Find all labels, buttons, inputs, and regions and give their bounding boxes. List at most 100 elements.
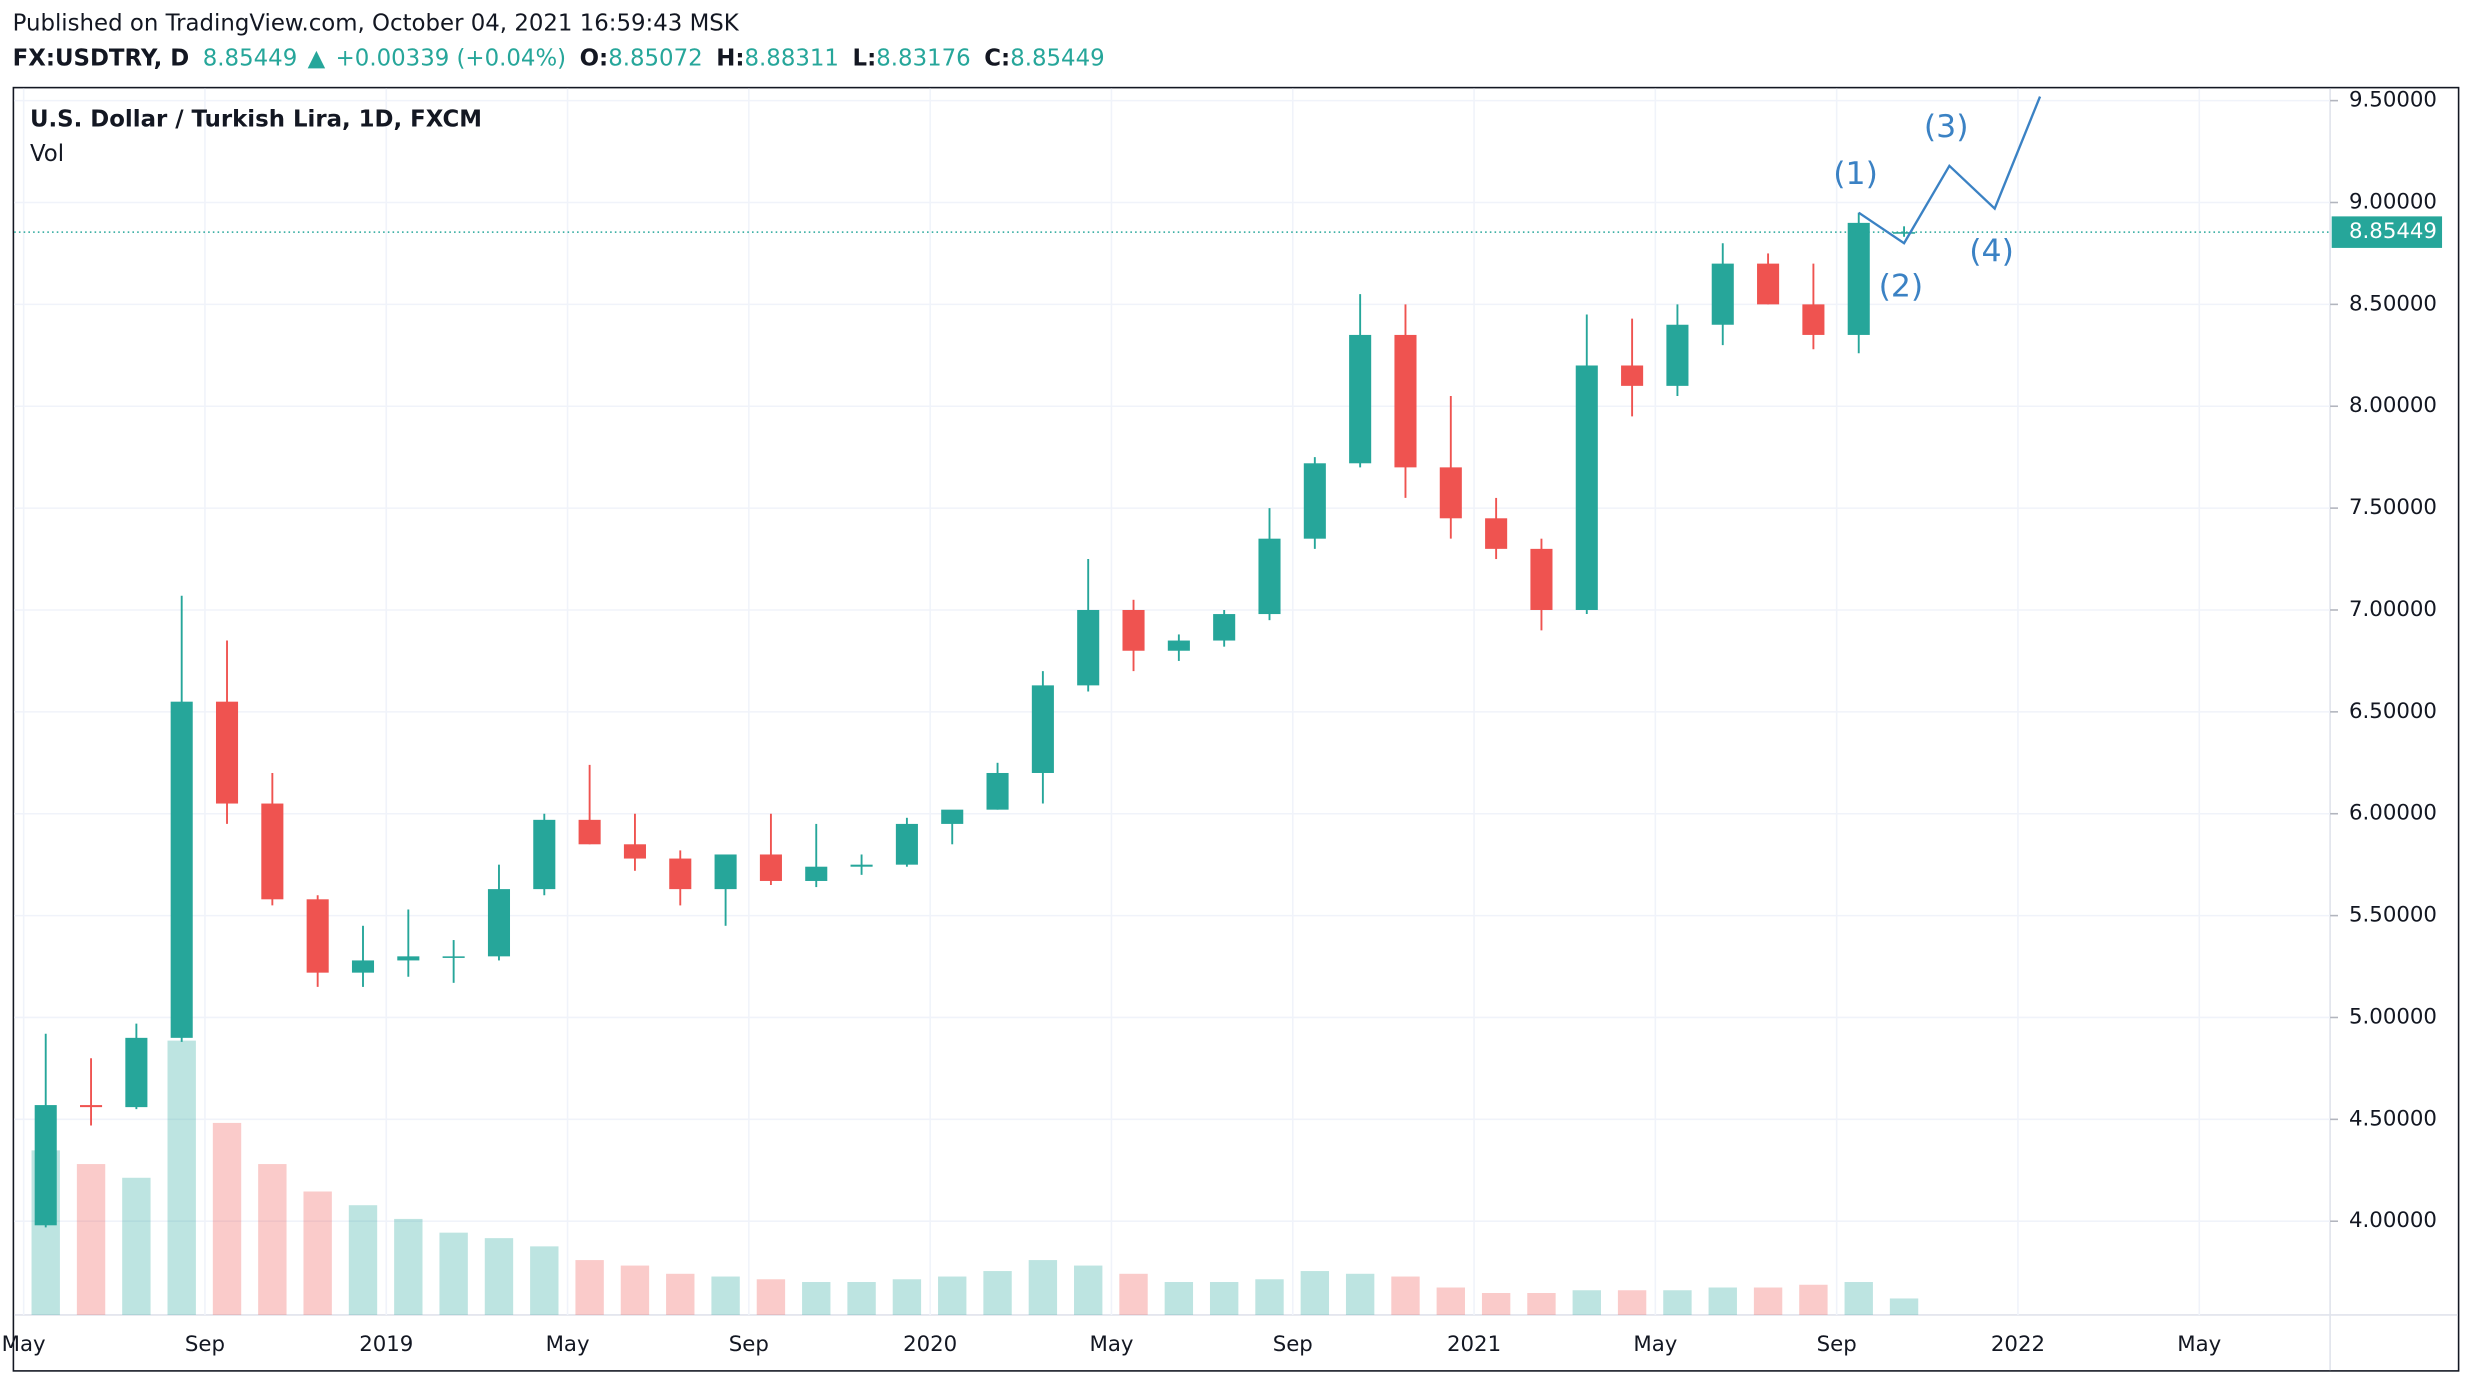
candle-body [1575, 365, 1598, 610]
candle-body [1893, 232, 1916, 234]
candle-body [986, 772, 1009, 810]
volume-bar [802, 1282, 831, 1315]
volume-bar [1391, 1276, 1420, 1315]
volume-bar [212, 1122, 242, 1315]
volume-bar [484, 1238, 514, 1315]
volume-bar [1663, 1290, 1692, 1315]
candle-body [351, 960, 375, 973]
x-tick-label: Sep [729, 1332, 769, 1357]
volume-bar [530, 1246, 559, 1315]
change: +0.00339 (+0.04%) [336, 45, 566, 71]
last-price-box [2331, 216, 2443, 248]
wave-label: (1) [1833, 156, 1878, 192]
volume-bar [711, 1276, 740, 1315]
y-tick-label: 4.00000 [2349, 1208, 2437, 1233]
candle-body [1621, 365, 1644, 386]
candle-body [1394, 334, 1417, 468]
x-tick-label: May [1633, 1332, 1677, 1357]
y-tick-label: 5.50000 [2349, 903, 2437, 928]
x-tick-label: May [1089, 1332, 1133, 1357]
volume-bar [258, 1164, 287, 1315]
volume-bar [666, 1273, 695, 1315]
candle-body [487, 889, 511, 957]
y-tick-label: 9.00000 [2349, 189, 2437, 214]
high-value: 8.88311 [745, 45, 839, 71]
volume-bar [1617, 1290, 1647, 1315]
candle-layer [34, 212, 1916, 1228]
volume-bar [167, 1040, 196, 1315]
volume-bar [1119, 1273, 1148, 1315]
volume-bar [1436, 1287, 1465, 1315]
last-price-label: 8.85449 [2349, 219, 2437, 244]
x-tick-label: 2021 [1447, 1332, 1501, 1357]
x-tick-label: 2022 [1991, 1332, 2045, 1357]
candle-body [533, 819, 556, 890]
candle-body [1077, 609, 1100, 686]
volume-bar [620, 1265, 650, 1315]
open-label: O: [580, 45, 609, 71]
wave-label: (2) [1879, 268, 1924, 304]
low-value: 8.83176 [876, 45, 970, 71]
volume-legend: Vol [30, 141, 64, 167]
candle-body [1213, 614, 1236, 641]
candle-body [1349, 334, 1372, 464]
candle-body [941, 809, 964, 824]
y-tick-label: 8.00000 [2349, 393, 2437, 418]
volume-bar [1028, 1260, 1058, 1315]
candle-body [578, 819, 601, 845]
up-arrow: ▲ [308, 45, 326, 71]
y-tick-label: 5.00000 [2349, 1004, 2437, 1029]
y-tick-label: 4.50000 [2349, 1106, 2437, 1131]
volume-bar [1255, 1279, 1284, 1315]
open-value: 8.85072 [608, 45, 702, 71]
candle-body [1711, 263, 1734, 325]
candle-body [1530, 548, 1553, 610]
volume-bar [122, 1177, 151, 1315]
volume-bar [575, 1260, 604, 1315]
y-tick-label: 9.50000 [2349, 88, 2437, 113]
volume-bar [394, 1218, 423, 1315]
volume-bar [1844, 1282, 1873, 1315]
candle-body [1802, 304, 1825, 335]
candle-body [1485, 518, 1508, 549]
wave-label: (3) [1924, 109, 1969, 145]
volume-bar [983, 1271, 1012, 1315]
volume-bar [76, 1164, 106, 1315]
candle-body [850, 864, 873, 867]
candle-body [306, 899, 329, 973]
volume-bar [1345, 1273, 1375, 1315]
candle-body [215, 701, 239, 804]
candle-body [1757, 263, 1780, 305]
y-tick-label: 7.00000 [2349, 597, 2437, 622]
grid [14, 88, 2338, 1315]
volume-bar [1572, 1290, 1601, 1315]
candle-body [623, 844, 646, 859]
candle-body [805, 866, 828, 881]
y-tick-label: 8.50000 [2349, 291, 2437, 316]
candle-body [170, 701, 193, 1038]
volume-bar [439, 1232, 468, 1315]
candle-body [714, 854, 737, 890]
x-tick-label: Sep [1273, 1332, 1313, 1357]
volume-bar [1889, 1298, 1919, 1315]
wave-label: (4) [1969, 234, 2014, 270]
published-line: Published on TradingView.com, October 04… [13, 10, 740, 36]
symbol: FX:USDTRY, D [13, 45, 190, 71]
volume-bar [1753, 1287, 1783, 1315]
candle-body [1666, 324, 1689, 386]
volume-bar [1481, 1292, 1511, 1315]
volume-bar [1799, 1284, 1828, 1315]
candle-body [1031, 685, 1054, 773]
volume-bar [938, 1276, 967, 1315]
wave-line [1858, 96, 2042, 245]
x-tick-label: May [546, 1332, 590, 1357]
overlay-layer: 8.85449 (1) (2) (3) (4) [14, 96, 2443, 304]
volume-bar [892, 1279, 922, 1315]
x-tick-label: 2020 [903, 1332, 957, 1357]
y-tick-label: 6.50000 [2349, 699, 2437, 724]
candle-body [1303, 463, 1326, 539]
volume-bar [348, 1205, 378, 1315]
candle-body [125, 1037, 148, 1108]
candle-body [34, 1105, 57, 1226]
